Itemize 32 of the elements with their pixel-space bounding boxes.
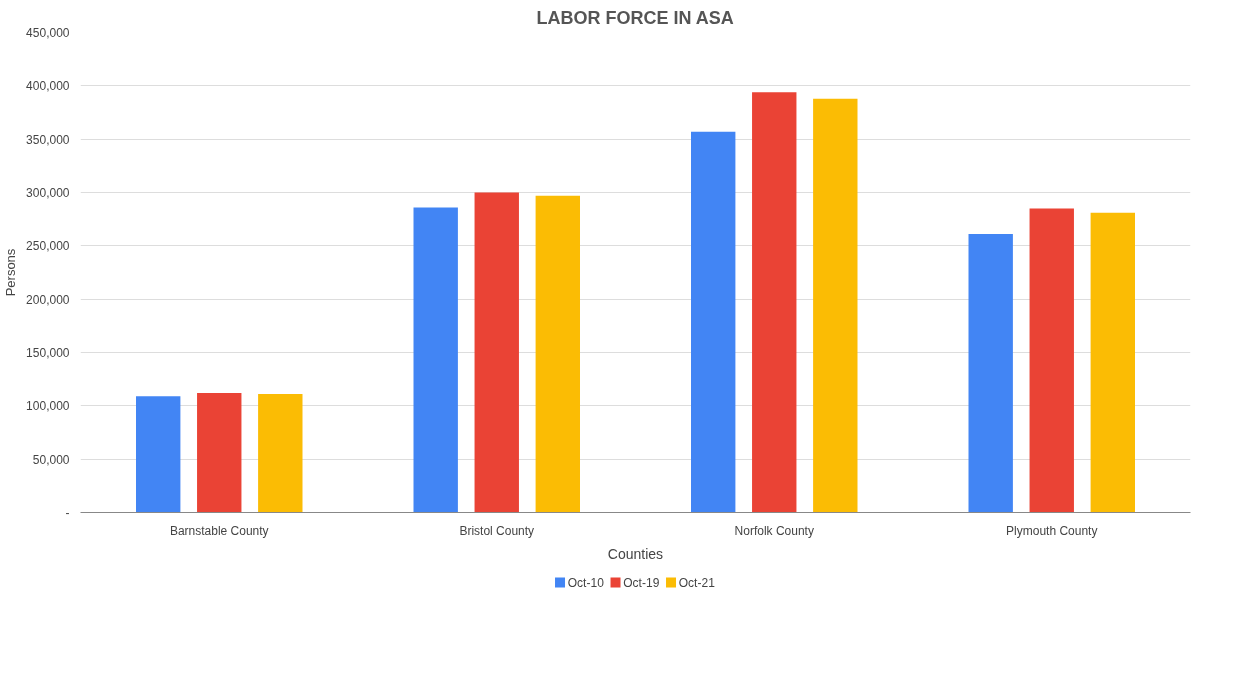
bar: [968, 234, 1013, 513]
y-axis-title: Persons: [3, 248, 19, 297]
x-tick-label: Plymouth County: [1006, 523, 1098, 538]
bar: [474, 192, 519, 513]
y-tick-label: 400,000: [26, 79, 70, 94]
bar: [752, 92, 797, 513]
y-tick-label: 150,000: [26, 346, 70, 360]
legend-label: Oct-19: [623, 575, 660, 590]
y-tick-label: 50,000: [32, 452, 70, 467]
bar: [136, 396, 181, 513]
bar: [691, 131, 736, 513]
x-tick-label: Bristol County: [459, 523, 535, 538]
bar: [413, 207, 458, 513]
bar: [1029, 208, 1074, 513]
chart-title: LABOR FORCE IN ASA: [536, 7, 734, 28]
x-tick-label: Barnstable County: [169, 523, 269, 538]
y-tick-label: 100,000: [26, 399, 70, 414]
y-tick-label: 350,000: [26, 132, 70, 147]
x-axis-title: Counties: [607, 545, 664, 562]
x-tick-label: Norfolk County: [734, 523, 814, 538]
bar: [258, 394, 303, 513]
y-tick-label: -: [65, 506, 70, 520]
y-tick-label: 450,000: [26, 26, 70, 40]
bar: [813, 98, 858, 513]
y-tick-label: 300,000: [26, 186, 70, 200]
y-tick-label: 200,000: [26, 292, 70, 307]
legend-label: Oct-21: [678, 575, 716, 590]
bar: [1090, 212, 1135, 513]
y-tick-label: 250,000: [26, 239, 70, 254]
bar: [197, 393, 242, 513]
legend-label: Oct-10: [567, 575, 605, 590]
bar: [535, 195, 580, 513]
